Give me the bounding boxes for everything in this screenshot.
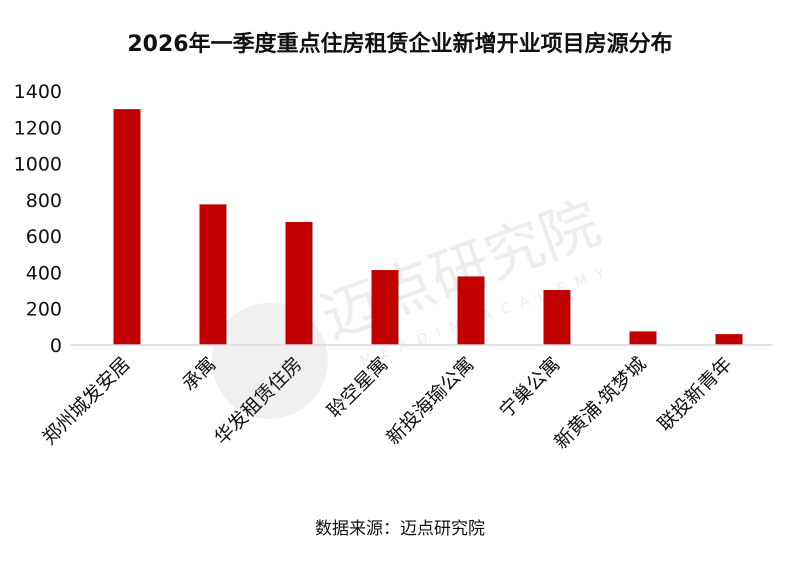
y-tick-label: 600 <box>26 226 62 248</box>
y-tick-label: 800 <box>26 190 62 212</box>
x-category-label: 联投新青年 <box>654 353 737 436</box>
x-category-label: 新投海瑜公寓 <box>382 353 478 449</box>
y-tick-label: 200 <box>26 299 62 321</box>
y-tick-label: 1400 <box>14 81 62 103</box>
bar-3 <box>371 270 399 345</box>
bar-1 <box>199 204 227 345</box>
chart-title: 2026年一季度重点住房租赁企业新增开业项目房源分布 <box>127 32 673 57</box>
bar-4 <box>457 276 485 345</box>
x-category-label: 新黄浦·筑梦城 <box>550 353 650 453</box>
y-tick-label: 1000 <box>14 154 62 176</box>
y-tick-label: 0 <box>50 335 62 357</box>
data-source: 数据来源：迈点研究院 <box>315 519 485 539</box>
bar-7 <box>715 334 743 345</box>
x-category-label: 宁巢公寓 <box>495 353 564 422</box>
bar-0 <box>113 109 141 346</box>
y-tick-label: 400 <box>26 262 62 284</box>
x-category-label: 聆空星寓 <box>323 353 392 422</box>
bars <box>113 109 743 346</box>
bar-6 <box>629 331 657 345</box>
x-category-label: 郑州城发安居 <box>38 353 134 449</box>
y-tick-label: 1200 <box>14 117 62 139</box>
bar-2 <box>285 221 313 345</box>
bar-5 <box>543 290 571 345</box>
y-axis-ticks: 0 200 400 600 800 1000 1200 1400 <box>14 81 62 357</box>
